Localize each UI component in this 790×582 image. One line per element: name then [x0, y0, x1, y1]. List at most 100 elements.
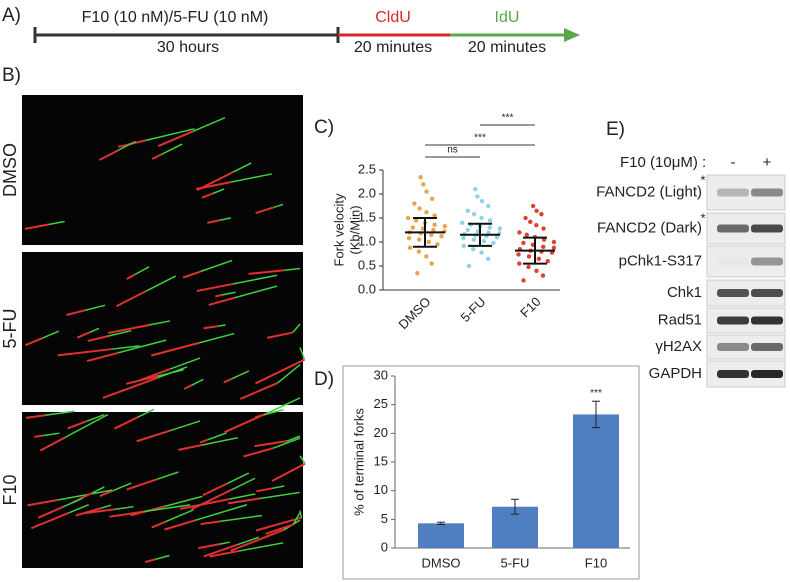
fiber-green — [64, 413, 109, 439]
fiber-green — [42, 432, 60, 437]
data-point — [406, 235, 412, 241]
x-tick-label: DMSO — [395, 294, 433, 332]
fiber-green — [286, 435, 301, 442]
data-point — [461, 235, 466, 241]
fiber-red — [126, 478, 158, 491]
fiber-green — [231, 477, 256, 491]
fiber-green — [135, 266, 150, 275]
fiber-red — [198, 543, 220, 550]
blot-band — [717, 224, 749, 233]
fiber-green — [230, 173, 272, 183]
fiber-red — [75, 507, 101, 517]
fiber-red — [66, 309, 85, 316]
bar — [418, 523, 464, 548]
y-tick-label: 10 — [374, 482, 388, 497]
fiber-red — [27, 498, 58, 507]
blot-band — [717, 370, 749, 378]
fiber-green — [100, 504, 112, 510]
blot-row-label: FANCD2 (Dark) — [597, 219, 702, 236]
fiber-green — [200, 259, 233, 273]
fiber-label: 5-FU — [0, 309, 20, 349]
blot-row-label: γH2AX — [655, 338, 702, 355]
fiber-red — [265, 523, 294, 535]
timeline-arrow — [564, 28, 580, 42]
fiber-red — [107, 324, 150, 335]
fiber-red — [248, 269, 285, 275]
fiber-green — [292, 512, 301, 525]
fiber-image — [22, 252, 303, 405]
blot-band — [717, 258, 749, 266]
data-point — [494, 235, 500, 240]
fiber-red — [125, 375, 158, 385]
blot-row-label: Chk1 — [667, 284, 702, 301]
x-tick-label: 5-FU — [501, 555, 530, 570]
data-point — [536, 256, 542, 261]
blot-row-mark: * — [700, 210, 705, 225]
fiber-green — [137, 408, 155, 419]
lane-label: + — [763, 154, 772, 171]
fiber-green — [156, 471, 179, 480]
data-point — [541, 226, 546, 231]
fiber-green — [163, 495, 203, 508]
y-tick-label: 0.5 — [358, 257, 376, 272]
significance-label: ns — [447, 145, 458, 156]
y-tick-label: 2.0 — [358, 185, 376, 200]
fiber-green — [148, 320, 171, 326]
lane-label: - — [731, 154, 736, 171]
data-point — [475, 194, 480, 199]
fiber-green — [271, 485, 285, 490]
fiber-green — [231, 370, 250, 380]
data-point — [429, 232, 434, 237]
data-point — [413, 218, 419, 223]
data-point — [432, 213, 437, 218]
data-point — [551, 239, 557, 245]
fiber-green — [232, 274, 278, 285]
y-tick-label: 20 — [374, 425, 388, 440]
data-point — [530, 203, 536, 209]
fiber-red — [254, 440, 287, 448]
fiber-green — [89, 327, 100, 333]
fiber-green — [299, 347, 306, 360]
fiber-red — [151, 521, 166, 529]
fiber-red — [203, 543, 238, 558]
fiber-red — [34, 434, 43, 438]
data-point — [424, 254, 429, 259]
fiber-green — [48, 220, 65, 226]
fiber-green — [192, 116, 226, 133]
data-point — [540, 273, 546, 278]
panel-label: C) — [314, 117, 334, 138]
data-point — [465, 227, 471, 233]
fiber-red — [183, 384, 192, 390]
y-tick-label: 5 — [381, 511, 388, 526]
y-tick-label: 0 — [381, 539, 388, 554]
fiber-label: DMSO — [0, 143, 20, 197]
data-point — [485, 256, 491, 261]
fiber-red — [200, 520, 221, 526]
fiber-red — [126, 273, 136, 280]
data-point — [487, 225, 492, 230]
data-point — [429, 196, 435, 201]
data-point — [471, 237, 477, 242]
fiber-green — [143, 504, 191, 513]
data-point — [479, 215, 484, 221]
blot-band — [751, 370, 783, 378]
data-point — [479, 250, 484, 255]
blot-band — [751, 257, 783, 266]
y-axis-label: % of terminal forks — [351, 408, 366, 516]
y-tick-label: 30 — [374, 367, 388, 382]
data-point — [516, 252, 521, 257]
x-tick-label: DMSO — [422, 555, 461, 570]
fiber-red — [179, 498, 231, 510]
fiber-green — [273, 203, 284, 209]
data-point — [534, 223, 539, 228]
data-point — [481, 238, 487, 244]
x-tick-label: 5-FU — [458, 294, 489, 325]
fiber-green — [232, 162, 252, 173]
y-tick-label: 0.0 — [358, 281, 376, 296]
data-point — [534, 208, 539, 213]
fiber-green — [207, 432, 227, 441]
data-point — [523, 215, 528, 221]
data-point — [416, 249, 422, 254]
x-tick-label: F10 — [517, 294, 543, 320]
blot-row-label: Rad51 — [658, 311, 702, 328]
